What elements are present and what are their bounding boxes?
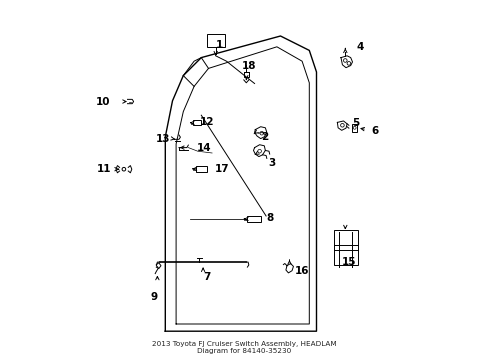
Text: 9: 9: [150, 292, 157, 302]
Text: 5: 5: [351, 118, 358, 128]
Text: 4: 4: [355, 42, 363, 52]
Text: 12: 12: [199, 117, 214, 127]
Bar: [193, 120, 201, 125]
Bar: [333, 230, 358, 265]
Text: 13: 13: [156, 134, 170, 144]
Text: 3: 3: [267, 158, 275, 168]
Text: 2013 Toyota FJ Cruiser Switch Assembly, HEADLAM
Diagram for 84140-35230: 2013 Toyota FJ Cruiser Switch Assembly, …: [152, 341, 336, 354]
Text: 2: 2: [260, 132, 267, 142]
Text: 14: 14: [197, 143, 211, 153]
Text: 16: 16: [294, 266, 309, 276]
Bar: [196, 166, 206, 172]
Bar: [206, 34, 224, 47]
Text: 15: 15: [341, 257, 355, 267]
Text: 8: 8: [265, 213, 273, 223]
Text: 17: 17: [214, 164, 229, 174]
Text: 18: 18: [241, 60, 256, 71]
Bar: [352, 124, 356, 132]
Text: 6: 6: [370, 126, 378, 136]
Text: 11: 11: [97, 164, 111, 174]
Bar: [247, 216, 261, 222]
Text: 10: 10: [96, 96, 110, 107]
Text: 1: 1: [215, 40, 223, 50]
Text: 7: 7: [203, 272, 210, 282]
Bar: [244, 72, 248, 77]
